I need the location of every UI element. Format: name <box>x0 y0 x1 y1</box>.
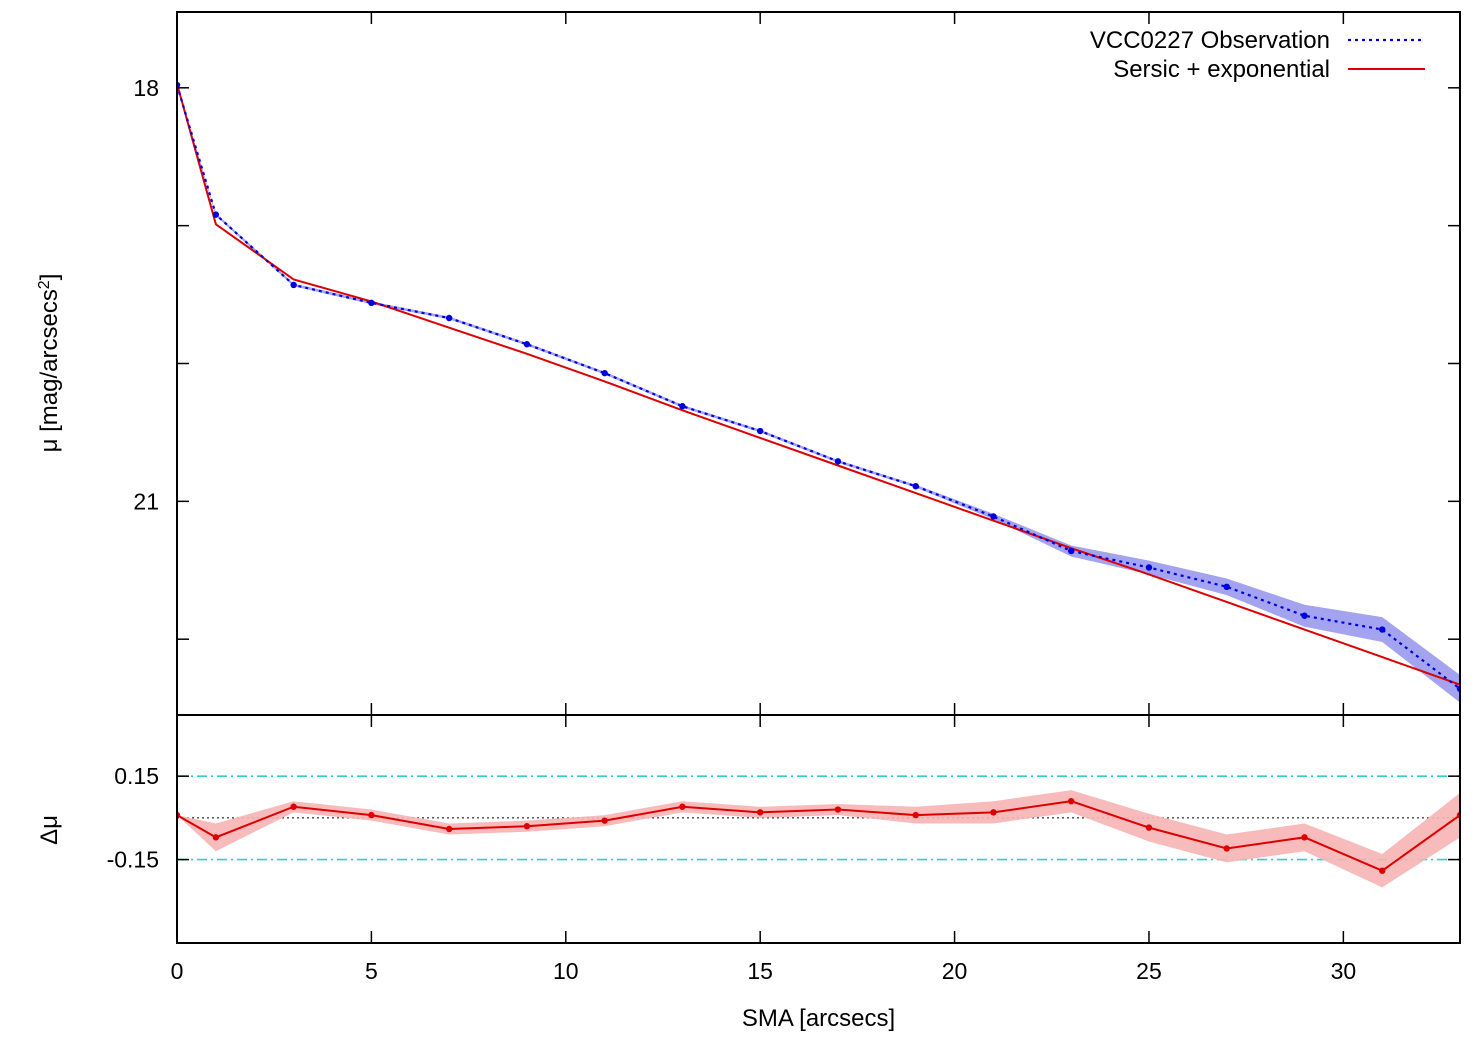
observation-point <box>1379 626 1386 633</box>
x-tick-label: 30 <box>1331 958 1357 984</box>
x-axis-label: SMA [arcsecs] <box>742 1005 895 1032</box>
observation-point <box>290 281 297 289</box>
residual-point <box>212 834 220 841</box>
residual-point <box>1145 824 1153 831</box>
residual-point <box>523 823 531 830</box>
legend-label-fit: Sersic + exponential <box>1113 56 1330 83</box>
residual-point <box>1223 845 1230 852</box>
observation-point <box>1301 612 1308 619</box>
y-axis-label-close: ] <box>36 274 63 281</box>
residual-point <box>912 811 919 819</box>
residual-point <box>601 817 608 824</box>
residual-point <box>368 811 375 819</box>
residual-error-band <box>177 790 1460 888</box>
residual-panel-frame <box>176 714 1461 944</box>
observation-point <box>523 341 531 348</box>
observation-point <box>368 299 375 307</box>
observation-point <box>445 314 453 322</box>
fit-line <box>177 83 1460 686</box>
x-tick-label: 5 <box>365 958 378 984</box>
residual-line <box>177 800 1460 872</box>
observation-point <box>212 211 220 218</box>
x-tick-label: 10 <box>553 958 579 984</box>
residual-point <box>679 803 686 810</box>
residual-point <box>1379 867 1386 874</box>
residual-point <box>834 806 842 813</box>
x-tick-label: 0 <box>171 958 184 984</box>
y-axis-label-superscript: 2 <box>36 280 53 289</box>
observation-line <box>177 84 1460 690</box>
observation-point <box>679 403 686 410</box>
residual-plot-area <box>177 775 1460 888</box>
legend-label-observation: VCC0227 Observation <box>1090 27 1330 54</box>
observation-point <box>834 458 842 465</box>
residual-point <box>1301 834 1308 841</box>
x-tick-label: 15 <box>747 958 773 984</box>
residual-point <box>990 809 997 816</box>
y-tick-label: 21 <box>133 488 159 514</box>
residual-y-axis-label: Δμ <box>36 815 63 845</box>
x-tick-label: 25 <box>1136 958 1162 984</box>
observation-point <box>601 369 608 377</box>
observation-point <box>1068 547 1075 555</box>
top-plot-area <box>177 81 1460 703</box>
y-axis-label: μ [mag/arcsecs2] <box>36 274 64 453</box>
residual-point <box>1068 797 1075 805</box>
x-tick-label: 20 <box>942 958 968 984</box>
observation-point <box>1145 564 1153 571</box>
y-tick-label: -0.15 <box>107 847 159 873</box>
observation-point <box>912 482 919 490</box>
axis-labels: SMA [arcsecs] μ [mag/arcsecs2] Δμ <box>36 274 896 1032</box>
observation-point <box>1223 583 1230 591</box>
y-axis-label-main: μ [mag/arcsecs <box>36 289 63 452</box>
y-tick-label: 18 <box>133 75 159 101</box>
residual-panel: 0.15 -0.15 0 5 10 15 20 25 30 <box>107 714 1461 984</box>
observation-error-band <box>177 83 1460 703</box>
residual-point <box>756 809 764 816</box>
observation-point <box>756 427 764 435</box>
residual-point <box>445 825 453 833</box>
residual-point <box>290 803 297 810</box>
observation-point <box>990 513 997 520</box>
y-tick-label: 0.15 <box>114 763 159 789</box>
